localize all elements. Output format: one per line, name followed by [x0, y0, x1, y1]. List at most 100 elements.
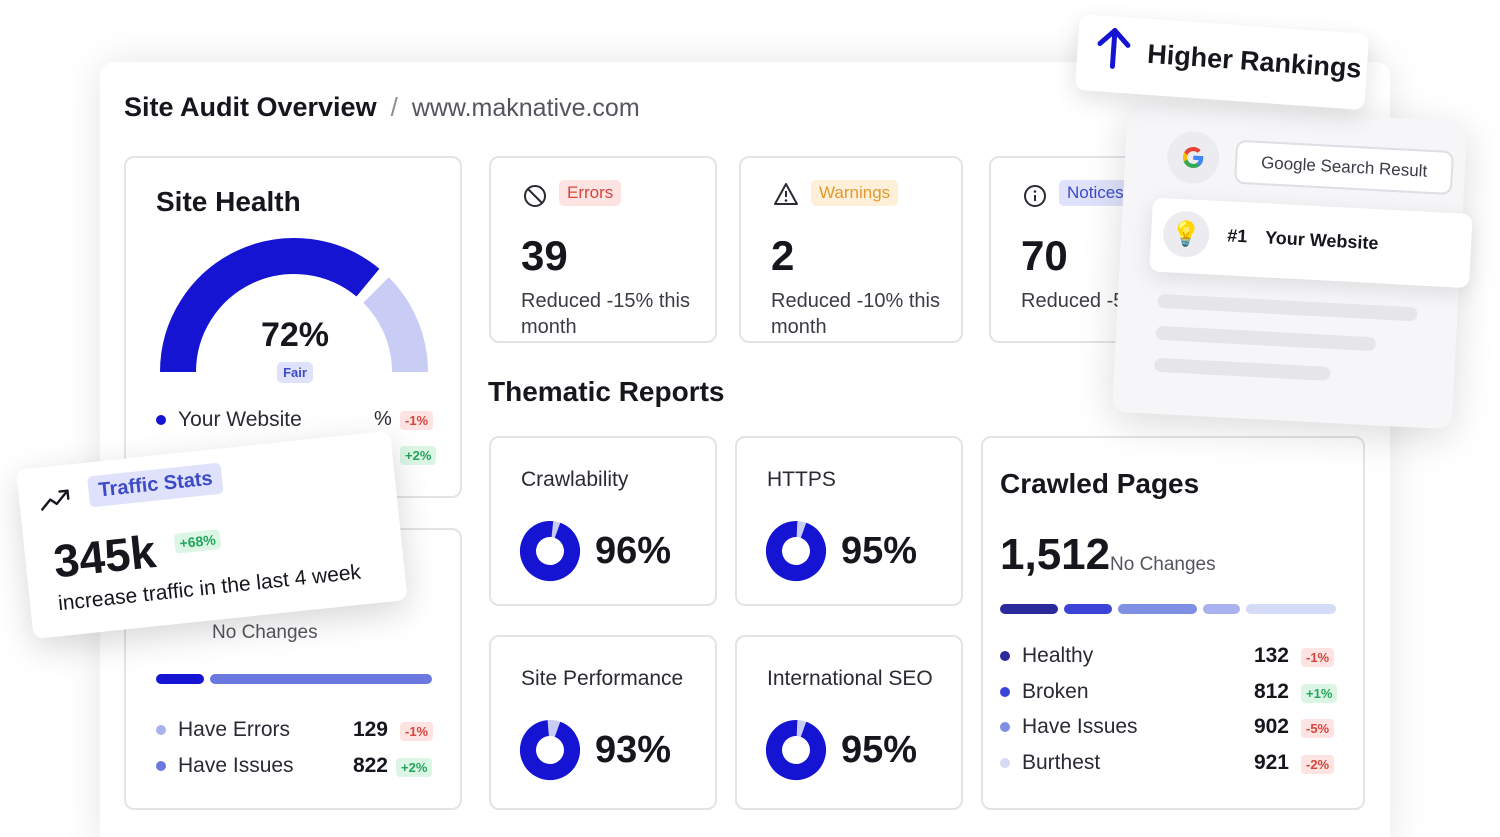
crawled-pages-status: No Changes [1110, 554, 1216, 575]
thematic-label: Crawlability [521, 468, 629, 491]
site-url[interactable]: www.maknative.com [411, 94, 640, 122]
list-item: Burthest [1000, 751, 1100, 775]
row-value: 902 [1253, 715, 1289, 738]
crawled-pages-total: 1,512 [1000, 530, 1111, 579]
notices-count: 70 [1021, 232, 1068, 279]
arrow-up-icon [1092, 25, 1135, 77]
site-health-status-badge: Fair [277, 362, 313, 383]
thematic-label: International SEO [767, 667, 933, 690]
legend-dot [1000, 722, 1010, 732]
warning-icon [773, 182, 799, 206]
row-label: Have Issues [1022, 715, 1138, 738]
warnings-badge: Warnings [811, 180, 899, 206]
progress-segment [156, 674, 204, 684]
thematic-percent: 96% [595, 530, 672, 572]
search-result-card: Google Search Result 💡 #1 Your Website [1111, 104, 1473, 430]
higher-rankings-label: Higher Rankings [1146, 38, 1363, 84]
thematic-donut [766, 521, 826, 581]
list-item: Have Errors [156, 718, 290, 742]
traffic-stats-badge: Traffic Stats [87, 462, 225, 508]
thematic-donut [520, 521, 580, 581]
thematic-percent: 95% [841, 729, 918, 771]
thematic-percent: 93% [595, 729, 672, 771]
list-item: Have Issues [156, 754, 294, 778]
legend-dot [156, 725, 166, 735]
row-value: 812 [1253, 680, 1289, 703]
crawled-pages-card[interactable]: Crawled Pages 1,512 No Changes Healthy 1… [981, 436, 1365, 810]
lightbulb-icon: 💡 [1162, 210, 1211, 259]
donut-fill [520, 521, 580, 581]
row-value: 132 [1253, 644, 1289, 667]
row-value: 921 [1253, 751, 1289, 774]
breadcrumb: Site Audit Overview / www.maknative.com [124, 92, 640, 123]
thematic-reports-title: Thematic Reports [488, 376, 725, 407]
thematic-card-https[interactable]: HTTPS 95% [735, 436, 963, 606]
list-item: Have Issues [1000, 715, 1138, 739]
legend-value-fragment: % [374, 408, 392, 430]
row-label: Healthy [1022, 644, 1094, 667]
row-value: 129 [352, 718, 388, 741]
thematic-label: Site Performance [521, 667, 684, 690]
search-result-label: Google Search Result [1233, 139, 1455, 196]
traffic-value: 345k [51, 524, 159, 588]
warnings-count: 2 [771, 232, 795, 279]
notices-desc: Reduced -5% [1021, 290, 1143, 312]
placeholder-line [1157, 293, 1418, 322]
warnings-desc: Reduced -10% this month [771, 290, 940, 338]
higher-rankings-badge: Higher Rankings [1074, 14, 1370, 111]
errors-count: 39 [521, 232, 568, 279]
thematic-card-crawlability[interactable]: Crawlability 96% [489, 436, 717, 606]
row-label: Have Errors [178, 718, 291, 741]
progress-segment [1064, 604, 1112, 614]
row-value: 822 [352, 754, 388, 777]
legend-your-website: Your Website [156, 408, 302, 432]
info-icon [1023, 184, 1047, 208]
google-logo [1165, 130, 1221, 185]
legend-label: Your Website [178, 408, 302, 431]
errors-badge: Errors [559, 180, 622, 206]
thematic-percent: 95% [841, 530, 918, 572]
progress-segment [210, 674, 432, 684]
row-change-badge: +1% [1301, 684, 1338, 703]
row-change-badge: -2% [1301, 755, 1335, 774]
crawled-pages-title: Crawled Pages [1000, 468, 1200, 499]
row-change-badge: -5% [1301, 719, 1335, 738]
row-label: Have Issues [178, 754, 294, 777]
thematic-card-site-performance[interactable]: Site Performance 93% [489, 635, 717, 810]
errors-card[interactable]: Errors 39 Reduced -15% this month [489, 156, 717, 343]
ban-icon [523, 184, 547, 208]
legend-change-badge: -1% [400, 411, 434, 430]
progress-segment [1118, 604, 1197, 614]
donut-fill [766, 720, 826, 780]
notices-badge: Notices [1059, 180, 1132, 206]
legend-dot [1000, 651, 1010, 661]
progress-segment [1246, 604, 1336, 614]
site-health-card[interactable]: Site Health 72% Fair Your Website % -1% … [124, 156, 462, 498]
progress-segment [1203, 604, 1240, 614]
progress-segment [1000, 604, 1058, 614]
row-change-badge: -1% [400, 722, 434, 741]
thematic-label: HTTPS [767, 468, 836, 491]
thematic-card-international-seo[interactable]: International SEO 95% [735, 635, 963, 810]
search-rank: #1 [1226, 225, 1248, 247]
legend-change-badge: +2% [400, 446, 437, 465]
site-health-title: Site Health [156, 186, 301, 217]
page-title: Site Audit Overview [124, 92, 377, 122]
legend-dot [156, 415, 166, 425]
row-change-badge: +2% [396, 758, 433, 777]
breadcrumb-separator: / [390, 92, 398, 122]
legend-dot [1000, 758, 1010, 768]
placeholder-line [1155, 325, 1377, 352]
list-item: Broken [1000, 680, 1089, 704]
thematic-donut [520, 720, 580, 780]
site-health-gauge [160, 238, 428, 373]
row-change-badge: -1% [1301, 648, 1335, 667]
traffic-stats-card: Traffic Stats 345k +68% increase traffic… [16, 430, 408, 640]
errors-summary-status: No Changes [212, 622, 318, 643]
warnings-card[interactable]: Warnings 2 Reduced -10% this month [739, 156, 963, 343]
legend-dot [156, 761, 166, 771]
search-site: Your Website [1264, 227, 1379, 254]
trending-up-icon [38, 486, 73, 516]
thematic-donut [766, 720, 826, 780]
